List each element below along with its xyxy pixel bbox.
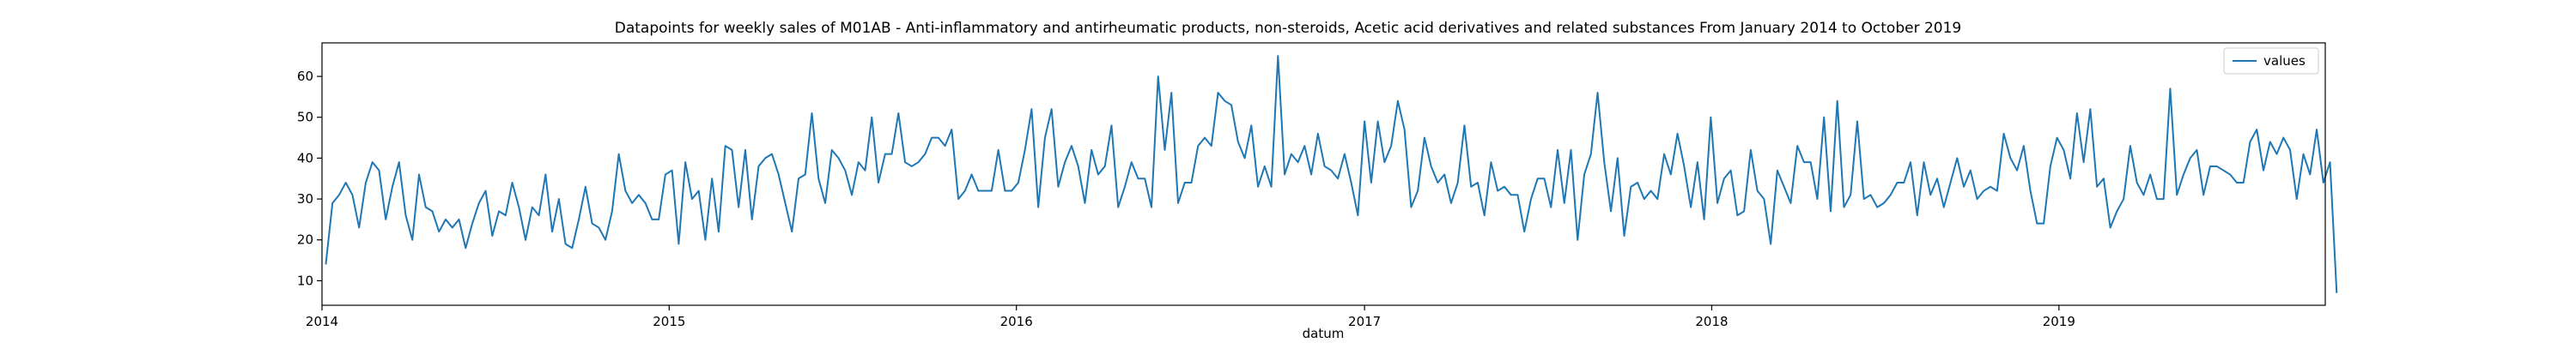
x-tick-label: 2017 [1348, 314, 1381, 329]
legend-label: values [2263, 53, 2306, 69]
y-tick-label: 20 [297, 232, 313, 248]
y-tick-label: 60 [297, 69, 313, 84]
x-axis-label: datum [1303, 326, 1345, 341]
legend-box [2223, 47, 2319, 75]
x-tick-label: 2016 [1000, 314, 1033, 329]
y-tick-label: 30 [297, 191, 313, 207]
x-axis: 2014 2015 2016 2017 2018 2019 [306, 305, 2075, 329]
x-tick-label: 2019 [2043, 314, 2075, 329]
y-tick-label: 40 [297, 150, 313, 165]
x-tick-label: 2018 [1695, 314, 1728, 329]
plot-frame [321, 42, 2326, 306]
x-tick-label: 2014 [306, 314, 338, 329]
chart-title: Datapoints for weekly sales of M01AB - A… [615, 20, 1961, 37]
series-layer [325, 55, 2338, 293]
y-axis: 10 20 30 40 50 60 [297, 69, 322, 288]
plot-area [321, 42, 2338, 306]
y-tick-label: 50 [297, 110, 313, 125]
legend: values [2223, 47, 2319, 75]
y-tick-label: 10 [297, 273, 313, 288]
x-tick-label: 2015 [653, 314, 685, 329]
series-line-values [325, 55, 2338, 293]
